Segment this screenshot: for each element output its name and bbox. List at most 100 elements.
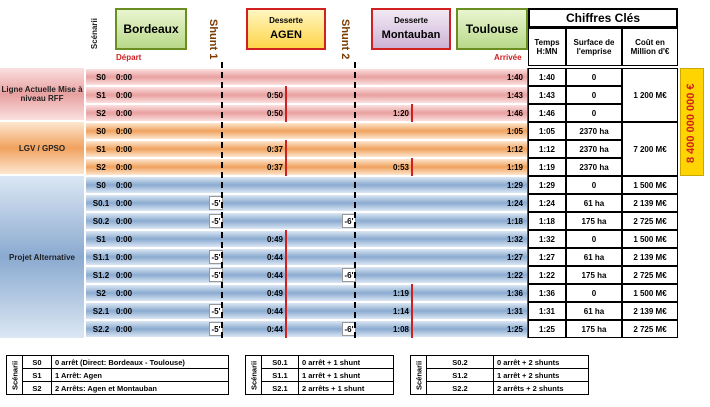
arrival-time: 1:31 <box>506 306 523 316</box>
surface-value: 0 <box>566 230 622 248</box>
temps-value: 1:22 <box>528 266 566 284</box>
legend-title-3: Scénarii <box>410 355 427 395</box>
agen-marker <box>285 284 287 302</box>
montauban-marker <box>411 302 413 320</box>
legend-code: S0.2 <box>426 355 494 369</box>
surface-value: 175 ha <box>566 212 622 230</box>
departure-time: 0:00 <box>116 234 133 244</box>
temps-value: 1:46 <box>528 104 566 122</box>
scenario-bar <box>86 86 528 104</box>
arrival-time: 1:40 <box>506 72 523 82</box>
cout-value: 1 500 M€ <box>622 230 678 248</box>
cost-lgv-gpso: 7 200 M€ <box>622 122 678 176</box>
group-lgv-gpso: LGV / GPSO <box>0 122 84 174</box>
scenario-code: S0 <box>96 126 106 136</box>
legend-title-2: Scénarii <box>245 355 262 395</box>
shunt2-label: Shunt 2 <box>339 18 351 60</box>
legend-code: S2.2 <box>426 381 494 395</box>
legend-table: Scénarii S0 0 arrêt (Direct: Bordeaux - … <box>6 355 589 395</box>
surface-value: 61 ha <box>566 302 622 320</box>
scenario-code: S1 <box>96 90 106 100</box>
scenario-bar <box>86 248 528 266</box>
montauban-time: 1:20 <box>392 108 409 118</box>
cout-value: 1 500 M€ <box>622 176 678 194</box>
chiffres-cles-header: Chiffres Clés <box>528 8 678 28</box>
bordeaux-header: Bordeaux <box>115 8 187 50</box>
legend-title-1: Scénarii <box>6 355 23 395</box>
agen-time: 0:44 <box>266 324 283 334</box>
scenario-bar <box>86 302 528 320</box>
cout-header: Coût en Million d'€ <box>622 28 678 66</box>
legend-desc: 2 arrêts + 1 shunt <box>298 381 394 395</box>
montauban-time: 1:08 <box>392 324 409 334</box>
legend-desc: 0 arrêt + 1 shunt <box>298 355 394 369</box>
scenario-code: S0.2 <box>92 216 110 226</box>
cout-value: 2 725 M€ <box>622 266 678 284</box>
agen-marker <box>285 248 287 266</box>
departure-time: 0:00 <box>116 216 133 226</box>
agen-marker <box>285 230 287 248</box>
legend-code: S0 <box>22 355 52 369</box>
departure-time: 0:00 <box>116 126 133 136</box>
legend-code: S2.1 <box>261 381 299 395</box>
departure-time: 0:00 <box>116 90 133 100</box>
agen-marker <box>285 104 287 122</box>
arrival-time: 1:05 <box>506 126 523 136</box>
scenarii-header: Scénarii <box>90 18 99 50</box>
temps-value: 1:43 <box>528 86 566 104</box>
arrival-time: 1:24 <box>506 198 523 208</box>
legend-code: S2 <box>22 381 52 395</box>
temps-value: 1:18 <box>528 212 566 230</box>
arrival-time: 1:27 <box>506 252 523 262</box>
agen-time: 0:44 <box>266 270 283 280</box>
scenario-bar <box>86 176 528 194</box>
scenario-bar <box>86 104 528 122</box>
surface-value: 175 ha <box>566 266 622 284</box>
temps-value: 1:29 <box>528 176 566 194</box>
scenario-code: S0 <box>96 180 106 190</box>
agen-time: 0:49 <box>266 288 283 298</box>
temps-value: 1:31 <box>528 302 566 320</box>
legend-desc: 2 Arrêts: Agen et Montauban <box>51 381 229 395</box>
legend-desc: 0 arrêt + 2 shunts <box>493 355 589 369</box>
departure-time: 0:00 <box>116 180 133 190</box>
temps-value: 1:12 <box>528 140 566 158</box>
departure-time: 0:00 <box>116 252 133 262</box>
arrival-time: 1:46 <box>506 108 523 118</box>
agen-time: 0:50 <box>266 108 283 118</box>
montauban-marker <box>411 104 413 122</box>
scenario-bar <box>86 212 528 230</box>
surface-value: 2370 ha <box>566 158 622 176</box>
arrival-time: 1:36 <box>506 288 523 298</box>
surface-value: 0 <box>566 86 622 104</box>
cout-value: 1 500 M€ <box>622 284 678 302</box>
scenario-code: S2.2 <box>92 324 110 334</box>
agen-time: 0:37 <box>266 144 283 154</box>
surface-value: 2370 ha <box>566 140 622 158</box>
surface-value: 0 <box>566 176 622 194</box>
agen-time: 0:44 <box>266 252 283 262</box>
montauban-time: 0:53 <box>392 162 409 172</box>
scenario-bar <box>86 122 528 140</box>
montauban-marker <box>411 320 413 338</box>
scenario-code: S2 <box>96 288 106 298</box>
surface-header: Surface de l'emprise <box>566 28 622 66</box>
legend-desc: 1 Arrêt: Agen <box>51 368 229 382</box>
scenario-code: S1 <box>96 234 106 244</box>
temps-value: 1:25 <box>528 320 566 338</box>
montauban-marker <box>411 284 413 302</box>
scenario-bar <box>86 284 528 302</box>
shunt1-value: -5' <box>209 214 223 228</box>
scenario-bar <box>86 266 528 284</box>
surface-value: 2370 ha <box>566 122 622 140</box>
departure-time: 0:00 <box>116 288 133 298</box>
temps-value: 1:27 <box>528 248 566 266</box>
group-projet-alternative: Projet Alternative <box>0 176 84 338</box>
agen-header: Desserte AGEN <box>246 8 326 50</box>
departure-time: 0:00 <box>116 198 133 208</box>
scenario-code: S2.1 <box>92 306 110 316</box>
scenario-code: S1.2 <box>92 270 110 280</box>
legend-desc: 0 arrêt (Direct: Bordeaux - Toulouse) <box>51 355 229 369</box>
scenario-code: S0 <box>96 72 106 82</box>
surface-value: 0 <box>566 104 622 122</box>
